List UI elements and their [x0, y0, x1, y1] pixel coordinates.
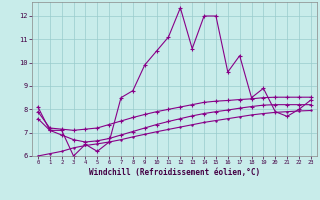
X-axis label: Windchill (Refroidissement éolien,°C): Windchill (Refroidissement éolien,°C)	[89, 168, 260, 177]
